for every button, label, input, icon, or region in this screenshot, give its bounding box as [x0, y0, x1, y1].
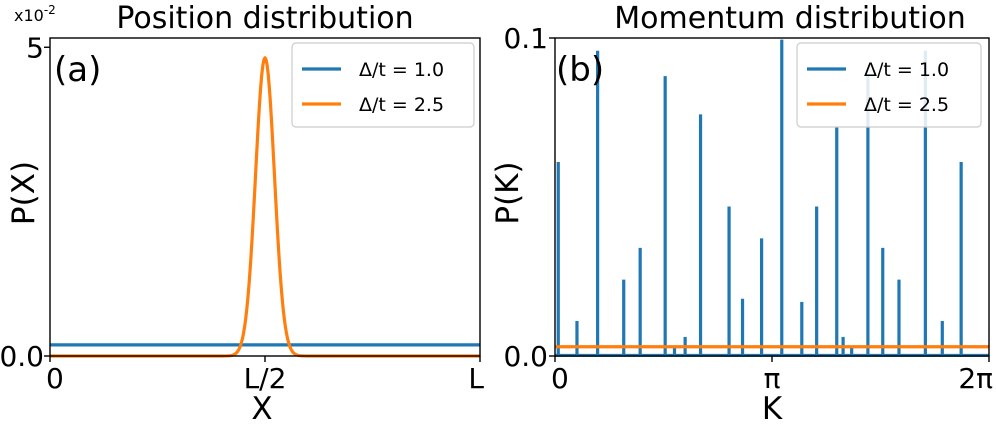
panel-b-legend-label-2: Δ/t = 2.5: [864, 94, 949, 116]
panel-b-xtick-label: 2π: [958, 362, 993, 395]
panel-b-title: Momentum distribution: [614, 1, 965, 36]
panel-a-legend-label-1: Δ/t = 1.0: [359, 59, 444, 81]
panel-a-xlabel: X: [251, 391, 272, 426]
panel-b-xlabel: K: [762, 391, 783, 426]
panel-b-ylabel: P(K): [490, 161, 526, 224]
panel-a-legend-label-2: Δ/t = 2.5: [359, 94, 444, 116]
panel-a-ylabel: P(X): [6, 161, 42, 225]
panel-b-legend-label-1: Δ/t = 1.0: [864, 59, 949, 81]
panel-a: 0 L/2 L 0.0 5 Position distribution (a) X P(…: [0, 1, 484, 426]
panel-a-y-multiplier-base: x10: [14, 6, 44, 25]
panel-b-ticks: 0 π 2π 0.0 0.1: [503, 22, 993, 395]
panel-a-label: (a): [54, 50, 101, 90]
panel-a-ticks: 0 L/2 L 0.0 5: [0, 31, 484, 395]
panel-b-ytick-label: 0.0: [503, 340, 548, 373]
panel-b: 0 π 2π 0.0 0.1 Momentum distribution (b) K P…: [490, 1, 993, 426]
panel-b-label: (b): [556, 50, 604, 90]
panel-a-y-multiplier-exponent: -2: [44, 3, 56, 17]
panel-a-ytick-label: 0.0: [0, 340, 44, 373]
panel-a-xtick-label: L/2: [244, 362, 287, 395]
panel-a-xtick-label: L: [468, 362, 484, 395]
panel-b-xtick-label: π: [764, 362, 781, 395]
panel-a-y-multiplier: x10-2: [14, 3, 56, 25]
panel-a-legend: Δ/t = 1.0 Δ/t = 2.5: [291, 42, 475, 128]
panel-b-xtick-label: 0: [551, 362, 569, 395]
panel-b-ytick-label: 0.1: [503, 22, 548, 55]
panel-a-ytick-label: 5: [26, 31, 44, 64]
panel-a-title: Position distribution: [116, 1, 413, 36]
panel-a-xtick-label: 0: [46, 362, 64, 395]
panel-b-legend: Δ/t = 1.0 Δ/t = 2.5: [796, 42, 982, 128]
